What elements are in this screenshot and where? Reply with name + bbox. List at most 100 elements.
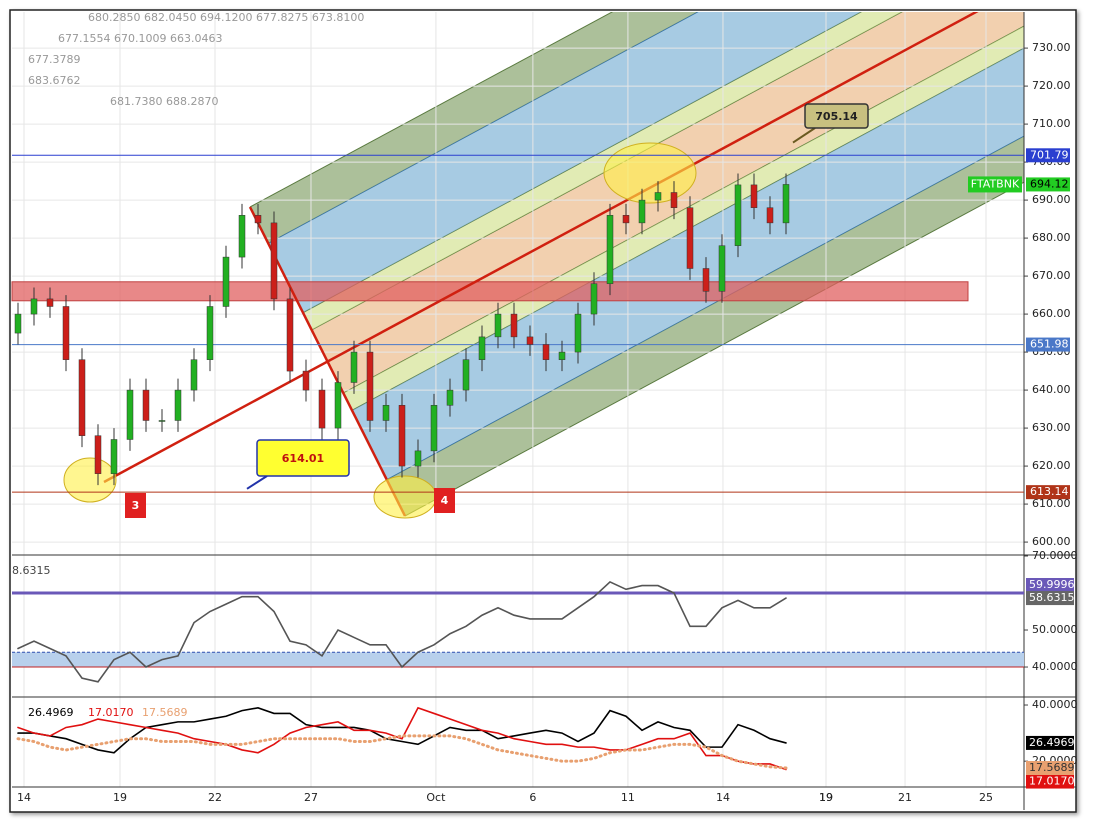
highlight (374, 476, 436, 518)
x-tick-label: 25 (979, 791, 993, 804)
candle-body (127, 390, 133, 439)
candle-body (47, 299, 53, 307)
x-tick-label: 11 (621, 791, 635, 804)
candle-body (575, 314, 581, 352)
candle-body (319, 390, 325, 428)
candle-body (383, 405, 389, 420)
candle-body (111, 439, 117, 473)
legend-row: 677.3789 (28, 53, 81, 66)
y-tick-label: 680.00 (1032, 231, 1071, 244)
candle-body (255, 215, 261, 223)
candle-body (351, 352, 357, 382)
value-label: 26.4969 (1029, 736, 1075, 749)
candle-body (527, 337, 533, 345)
candle-body (15, 314, 21, 333)
candle-body (415, 451, 421, 466)
price-label: 651.98 (1030, 338, 1069, 351)
candle-body (79, 360, 85, 436)
candle-body (607, 215, 613, 283)
candle-body (767, 208, 773, 223)
candle-body (175, 390, 181, 420)
candle-body (511, 314, 517, 337)
candle-body (367, 352, 373, 420)
last-label: 694.12 (1030, 177, 1069, 190)
legend-row: 681.7380 688.2870 (110, 95, 218, 108)
y-tick-label: 690.00 (1032, 193, 1071, 206)
candle-body (95, 436, 101, 474)
candle-body (143, 390, 149, 420)
y-tick-label: 70.0000 (1032, 549, 1078, 562)
panel-header: 8.6315 (12, 564, 51, 577)
zone (12, 282, 968, 301)
y-tick-label: 730.00 (1032, 41, 1071, 54)
callout-label: 705.14 (815, 110, 858, 123)
candle-body (543, 344, 549, 359)
price-label: 701.79 (1030, 148, 1069, 161)
x-tick-label: 22 (208, 791, 222, 804)
x-tick-label: Oct (426, 791, 446, 804)
legend-row: 677.1554 670.1009 663.0463 (58, 32, 222, 45)
candle-body (287, 299, 293, 371)
value-label: 17.5689 (1029, 761, 1075, 774)
legend-row: 680.2850 682.0450 694.1200 677.8275 673.… (88, 11, 364, 24)
x-tick-label: 14 (17, 791, 31, 804)
y-tick-label: 600.00 (1032, 535, 1071, 548)
legend-row: 683.6762 (28, 74, 81, 87)
point-label: 4 (441, 494, 449, 507)
last-name: FTATBNK (971, 177, 1020, 190)
candle-body (703, 268, 709, 291)
candle-body (239, 215, 245, 257)
x-tick-label: 27 (304, 791, 318, 804)
y-tick-label: 40.0000 (1032, 698, 1078, 711)
legend-value: 17.5689 (142, 706, 188, 719)
candle-body (783, 184, 789, 222)
candle-body (623, 215, 629, 223)
candle-body (495, 314, 501, 337)
candle-body (223, 257, 229, 306)
y-tick-label: 50.0000 (1032, 623, 1078, 636)
x-tick-label: 19 (113, 791, 127, 804)
x-tick-label: 6 (529, 791, 536, 804)
y-tick-label: 670.00 (1032, 269, 1071, 282)
legend-value: 26.4969 (28, 706, 74, 719)
candle-body (591, 284, 597, 314)
candle-body (559, 352, 565, 360)
highlight (604, 143, 696, 203)
x-tick-label: 21 (898, 791, 912, 804)
candle-body (671, 192, 677, 207)
candle-body (303, 371, 309, 390)
candle-body (191, 360, 197, 390)
candle-body (447, 390, 453, 405)
candle-body (687, 208, 693, 269)
y-tick-label: 620.00 (1032, 459, 1071, 472)
level-label: 59.9996 (1029, 578, 1075, 591)
legend-value: 17.0170 (88, 706, 134, 719)
value-label: 17.0170 (1029, 775, 1075, 788)
candle-body (207, 306, 213, 359)
candle-body (31, 299, 37, 314)
candle-body (335, 382, 341, 428)
candle-body (655, 192, 661, 200)
y-tick-label: 660.00 (1032, 307, 1071, 320)
candle-body (271, 223, 277, 299)
x-tick-label: 14 (716, 791, 730, 804)
x-tick-label: 19 (819, 791, 833, 804)
y-tick-label: 630.00 (1032, 421, 1071, 434)
candle-body (735, 185, 741, 246)
y-tick-label: 710.00 (1032, 117, 1071, 130)
value-label: 58.6315 (1029, 591, 1075, 604)
price-label: 613.14 (1030, 485, 1069, 498)
candle-body (639, 200, 645, 223)
y-tick-label: 720.00 (1032, 79, 1071, 92)
highlight (64, 458, 116, 502)
y-tick-label: 40.0000 (1032, 660, 1078, 673)
candle-body (159, 420, 165, 421)
candle-body (751, 185, 757, 208)
candle-body (463, 360, 469, 390)
candle-body (63, 306, 69, 359)
y-tick-label: 640.00 (1032, 383, 1071, 396)
point-label: 3 (132, 499, 140, 512)
candle-body (399, 405, 405, 466)
